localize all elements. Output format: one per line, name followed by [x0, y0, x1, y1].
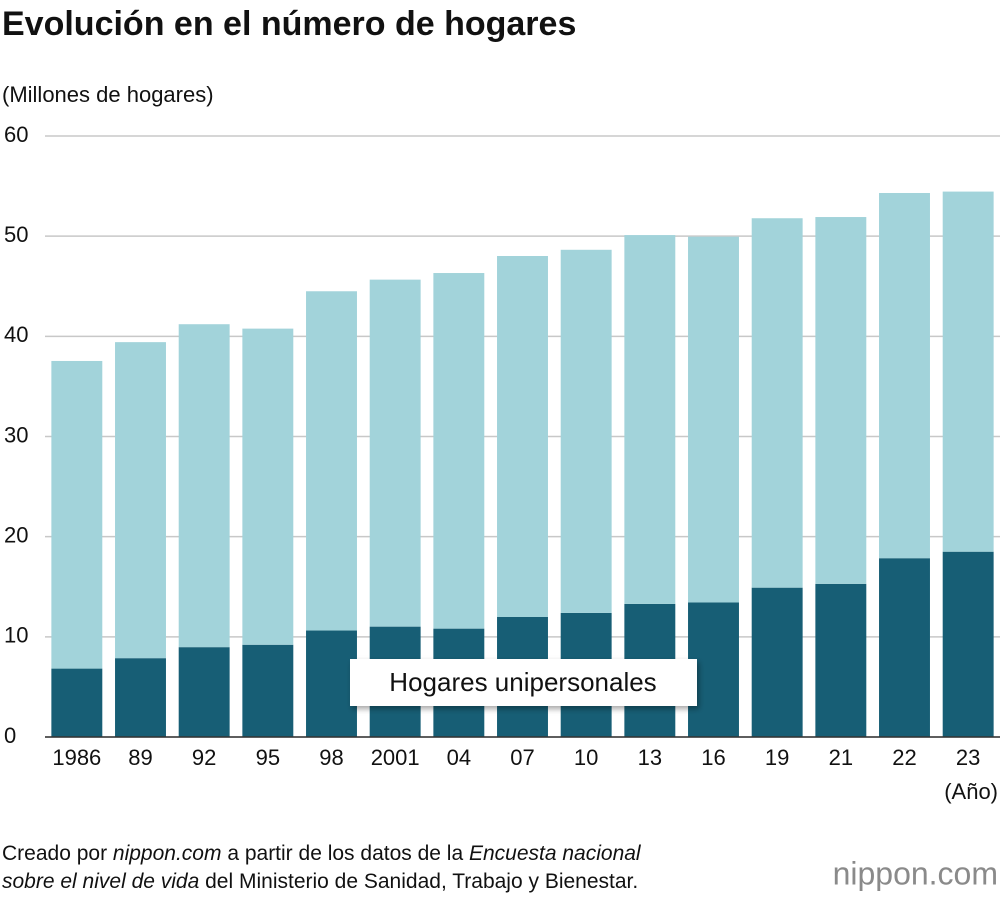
bar-segment	[815, 583, 867, 737]
legend-box	[350, 659, 697, 706]
x-tick-label: 1986	[52, 745, 101, 770]
source-text: sobre el nivel de vida	[2, 870, 199, 893]
y-tick-label: 40	[4, 322, 28, 347]
bar-segment	[51, 668, 103, 737]
source-text: Encuesta nacional	[469, 842, 642, 865]
bar-segment	[688, 236, 739, 603]
logo: nippon.com	[833, 855, 998, 891]
y-axis-label: (Millones de hogares)	[2, 82, 214, 107]
y-tick-label: 20	[4, 522, 28, 547]
source-text: nippon.com	[113, 842, 222, 865]
bar-segment	[815, 217, 867, 584]
x-tick-label: 13	[638, 745, 662, 770]
bar-segment	[879, 558, 930, 737]
bar-segment	[178, 324, 230, 648]
bar-segment	[433, 273, 485, 629]
plot-area: 0 10 20 30 40 50 60 1986 89 92 95 98 2001 04 07 10 13 16 1…	[4, 122, 1000, 770]
bar-segment	[242, 644, 294, 737]
y-tick-label: 0	[4, 723, 16, 748]
bar-segment	[115, 658, 166, 737]
y-tick-label: 50	[4, 222, 28, 247]
bar-segment	[306, 630, 357, 737]
legend-label: Hogares unipersonales	[389, 667, 656, 697]
bar-segment	[751, 218, 803, 588]
bar-segment	[624, 235, 676, 604]
bar-segment	[242, 328, 294, 645]
x-axis-label: (Año)	[944, 779, 998, 804]
source-line: sobre el nivel de vida del Ministerio de…	[2, 870, 638, 893]
x-tick-label: 16	[701, 745, 725, 770]
x-tick-label: 92	[192, 745, 216, 770]
x-tick-label: 19	[765, 745, 789, 770]
bar-segment	[115, 342, 166, 659]
source-text: Creado por	[2, 842, 113, 865]
chart-title: Evolución en el número de hogares	[2, 5, 576, 43]
bar-segment	[560, 249, 612, 613]
x-tick-label: 95	[256, 745, 280, 770]
bar-segment	[879, 192, 930, 559]
y-tick-label: 10	[4, 623, 28, 648]
x-tick-label: 07	[510, 745, 534, 770]
x-tick-label: 22	[892, 745, 916, 770]
bar-segment	[178, 647, 230, 737]
x-tick-label: 2001	[371, 745, 420, 770]
x-tick-label: 89	[128, 745, 152, 770]
source-text: a partir de los datos de la	[221, 842, 468, 865]
x-tick-label: 10	[574, 745, 598, 770]
x-tick-label: 04	[447, 745, 471, 770]
x-tick-label: 23	[956, 745, 980, 770]
bar-segment	[306, 291, 357, 631]
x-tick-label: 98	[319, 745, 343, 770]
y-tick-label: 30	[4, 422, 28, 447]
y-tick-label: 60	[4, 122, 28, 147]
bar-segment	[942, 191, 994, 552]
bar-segment	[51, 360, 103, 669]
bar-segment	[751, 587, 803, 737]
bar-segment	[497, 255, 548, 618]
bar-segment	[942, 551, 994, 737]
source-line: Creado por nippon.com a partir de los da…	[2, 842, 642, 865]
bar-segment	[369, 279, 421, 627]
x-tick-label: 21	[829, 745, 853, 770]
source-text: del Ministerio de Sanidad, Trabajo y Bie…	[199, 870, 638, 893]
